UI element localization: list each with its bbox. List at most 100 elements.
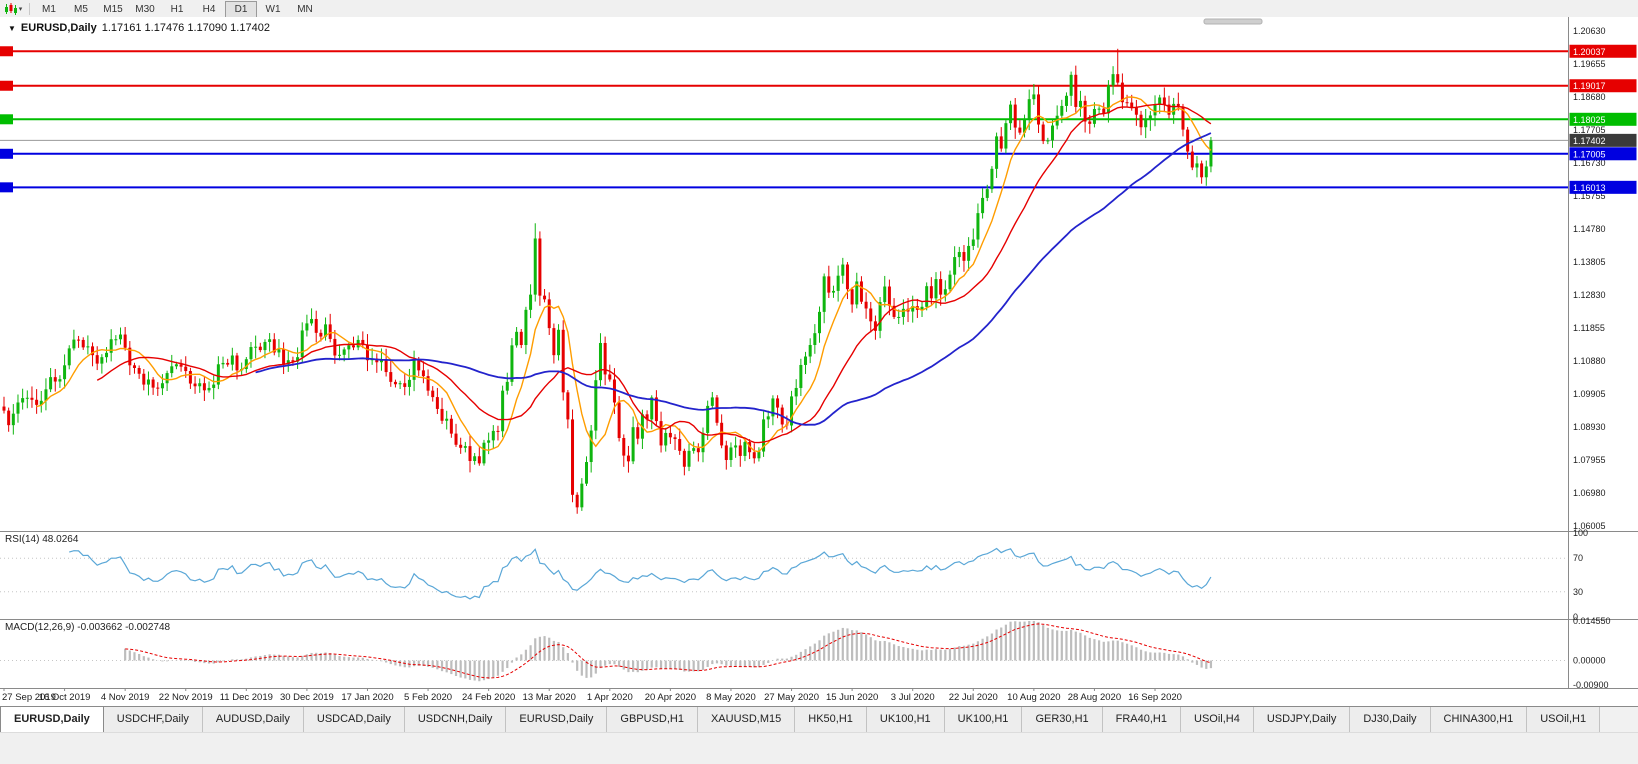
- chart-tab-usdcad-daily[interactable]: USDCAD,Daily: [303, 707, 405, 733]
- svg-text:28 Aug 2020: 28 Aug 2020: [1068, 692, 1121, 703]
- timeframe-button-w1[interactable]: W1: [265, 4, 281, 15]
- svg-text:0.00000: 0.00000: [1573, 656, 1606, 666]
- timeframe-button-m5[interactable]: M5: [74, 4, 88, 15]
- chart-tab-eurusd-daily[interactable]: EURUSD,Daily: [0, 707, 104, 733]
- hline-price-box: [1569, 147, 1637, 161]
- expand-arrow-icon[interactable]: ▼: [8, 23, 16, 33]
- chart-tab-uk100-h1[interactable]: UK100,H1: [866, 707, 945, 733]
- chart-tab-audusd-daily[interactable]: AUDUSD,Daily: [202, 707, 304, 733]
- chart-tab-usoil-h4[interactable]: USOil,H4: [1181, 707, 1254, 733]
- svg-text:1.07955: 1.07955: [1573, 455, 1606, 465]
- svg-text:20 Apr 2020: 20 Apr 2020: [645, 692, 696, 703]
- hline-left-tag: [0, 114, 13, 125]
- chart-tab-eurusd-daily[interactable]: EURUSD,Daily: [506, 707, 608, 733]
- svg-text:1.14780: 1.14780: [1573, 224, 1606, 234]
- svg-text:1.09905: 1.09905: [1573, 389, 1606, 399]
- candlestick-chart-icon: [4, 2, 17, 15]
- timeframe-button-m15[interactable]: M15: [103, 4, 123, 15]
- svg-text:27 Sep 2019: 27 Sep 2019: [2, 692, 56, 703]
- macd-indicator-label: MACD(12,26,9) -0.003662 -0.002748: [5, 622, 171, 633]
- chart-area: 1.20630 1.19655 1.18680 1.17705 1.16730 1.157…: [0, 17, 1638, 706]
- svg-text:5 Feb 2020: 5 Feb 2020: [404, 692, 452, 703]
- hline-left-tag: [0, 80, 13, 91]
- svg-text:22 Nov 2019: 22 Nov 2019: [159, 692, 213, 703]
- svg-text:27 May 2020: 27 May 2020: [764, 692, 819, 703]
- svg-text:11 Dec 2019: 11 Dec 2019: [220, 692, 273, 703]
- svg-text:10 Aug 2020: 10 Aug 2020: [1007, 692, 1060, 703]
- svg-text:16 Oct 2019: 16 Oct 2019: [39, 692, 91, 703]
- hline-left-tag: [0, 46, 13, 57]
- macd-signal-line: [125, 623, 1212, 679]
- timeframe-button-m1[interactable]: M1: [42, 4, 56, 15]
- svg-text:70: 70: [1573, 553, 1583, 563]
- chart-type-icon[interactable]: ▾: [0, 1, 26, 16]
- price-axis: 1.20630 1.19655 1.18680 1.17705 1.16730 1.157…: [1569, 26, 1637, 531]
- svg-text:8 May 2020: 8 May 2020: [706, 692, 756, 703]
- svg-text:1.17402: 1.17402: [1573, 136, 1606, 146]
- svg-text:1.13805: 1.13805: [1573, 257, 1606, 267]
- svg-text:16 Sep 2020: 16 Sep 2020: [1128, 692, 1182, 703]
- svg-text:15 Jun 2020: 15 Jun 2020: [826, 692, 878, 703]
- chart-tab-gbpusd-h1[interactable]: GBPUSD,H1: [607, 707, 698, 733]
- svg-text:100: 100: [1573, 528, 1588, 538]
- svg-text:1.11855: 1.11855: [1573, 323, 1605, 333]
- timeframe-button-m30[interactable]: M30: [135, 4, 155, 15]
- chart-tab-fra40-h1[interactable]: FRA40,H1: [1102, 707, 1181, 733]
- chart-tab-uk100-h1[interactable]: UK100,H1: [944, 707, 1023, 733]
- timeframe-button-d1[interactable]: D1: [225, 1, 257, 18]
- timeframe-button-mn[interactable]: MN: [297, 4, 313, 15]
- chart-canvas: 1.20630 1.19655 1.18680 1.17705 1.16730 1.157…: [0, 17, 1638, 703]
- chart-tab-usdjpy-daily[interactable]: USDJPY,Daily: [1253, 707, 1351, 733]
- toolbar-separator: [29, 2, 30, 15]
- svg-text:1.06980: 1.06980: [1573, 488, 1606, 498]
- svg-text:1.16730: 1.16730: [1573, 158, 1606, 168]
- svg-text:1.15755: 1.15755: [1573, 191, 1606, 201]
- svg-text:13 Mar 2020: 13 Mar 2020: [523, 692, 576, 703]
- chart-ohlc-values: 1.17161 1.17476 1.17090 1.17402: [101, 22, 270, 34]
- ma-line-55: [255, 132, 1212, 426]
- svg-text:1.18680: 1.18680: [1573, 92, 1606, 102]
- svg-text:30 Dec 2019: 30 Dec 2019: [280, 692, 334, 703]
- pane-separators: [0, 17, 1638, 689]
- timeframe-button-h4[interactable]: H4: [202, 4, 216, 15]
- hline-left-tag: [0, 148, 13, 159]
- svg-text:24 Feb 2020: 24 Feb 2020: [462, 692, 515, 703]
- current-price-box: [1569, 133, 1637, 147]
- chart-tab-xauusd-m15[interactable]: XAUUSD,M15: [697, 707, 796, 733]
- chart-tab-usdcnh-daily[interactable]: USDCNH,Daily: [404, 707, 507, 733]
- svg-text:1.06005: 1.06005: [1573, 521, 1606, 531]
- svg-text:-0.00900: -0.00900: [1573, 680, 1609, 690]
- hline-price-box: [1569, 44, 1637, 58]
- chart-title: ▼ EURUSD,Daily 1.17161 1.17476 1.17090 1…: [8, 22, 270, 34]
- svg-text:3 Jul 2020: 3 Jul 2020: [891, 692, 935, 703]
- svg-text:1.20630: 1.20630: [1573, 26, 1606, 36]
- hline-left-tag: [0, 182, 13, 193]
- chart-tab-ger30-h1[interactable]: GER30,H1: [1022, 707, 1103, 733]
- svg-text:1.10880: 1.10880: [1573, 356, 1606, 366]
- chart-tab-dj30-daily[interactable]: DJ30,Daily: [1350, 707, 1431, 733]
- chart-tab-bar: EURUSD,Daily USDCHF,Daily AUDUSD,Daily USDC…: [0, 706, 1638, 733]
- bottom-strip: [0, 732, 1638, 764]
- chart-tab-china300-h1[interactable]: CHINA300,H1: [1430, 707, 1528, 733]
- svg-text:0.014550: 0.014550: [1573, 616, 1611, 626]
- chart-tab-usoil-h1[interactable]: USOil,H1: [1527, 707, 1601, 733]
- indicator-axis-labels: 100 70 30 00.014550 0.00000 -0.00900: [1573, 528, 1611, 690]
- indicator-level-lines: [0, 557, 1568, 662]
- dropdown-arrow-icon: ▾: [18, 5, 23, 13]
- top-toolbar: ▾ M1 M5 M15 M30 H1 H4 D1 W1 MN: [0, 0, 1638, 18]
- chart-tab-hk50-h1[interactable]: HK50,H1: [795, 707, 867, 733]
- svg-text:1.12830: 1.12830: [1573, 290, 1606, 300]
- chart-horizontal-scrollbar-thumb[interactable]: [1203, 18, 1263, 25]
- svg-text:30: 30: [1573, 587, 1583, 597]
- timeframe-button-h1[interactable]: H1: [170, 4, 184, 15]
- chart-tab-usdchf-daily[interactable]: USDCHF,Daily: [103, 707, 203, 733]
- svg-text:22 Jul 2020: 22 Jul 2020: [949, 692, 998, 703]
- chart-symbol-label: EURUSD,Daily: [20, 22, 97, 34]
- svg-text:4 Nov 2019: 4 Nov 2019: [101, 692, 150, 703]
- svg-text:1.16013: 1.16013: [1573, 183, 1606, 193]
- horizontal-lines: [0, 46, 1568, 193]
- svg-text:1.20037: 1.20037: [1573, 47, 1606, 57]
- svg-text:0: 0: [1573, 612, 1578, 622]
- timeframe-buttons: M1 M5 M15 M30 H1 H4 D1 W1 MN: [33, 1, 321, 18]
